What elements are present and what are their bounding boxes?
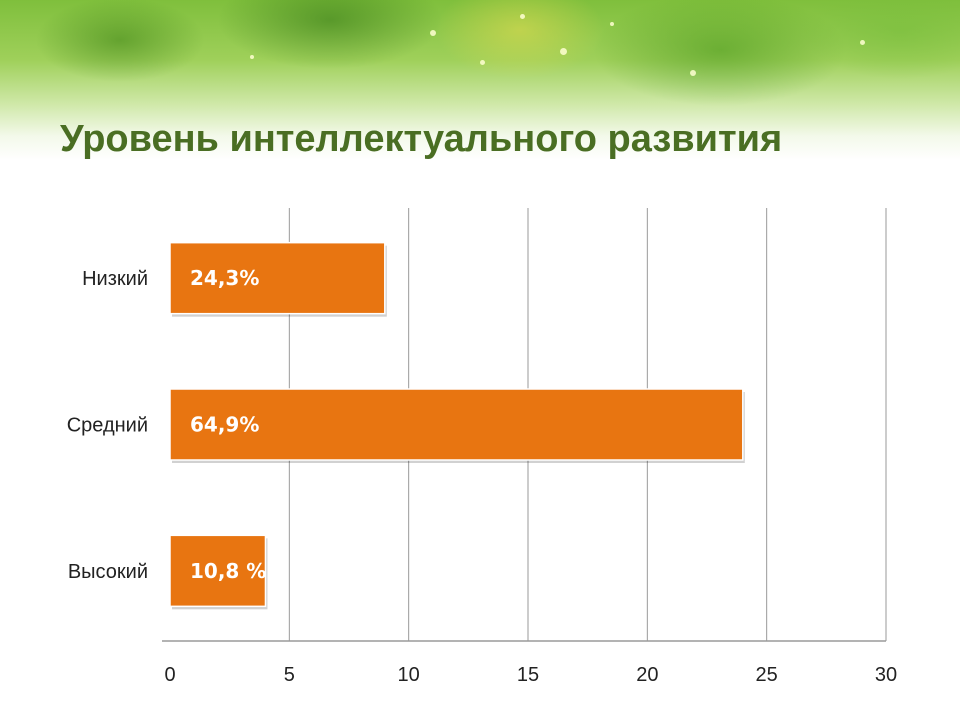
x-tick-label: 25: [756, 664, 778, 686]
x-axis-ticks: 0 5 10 15 20 25 30: [164, 664, 897, 686]
bar-data-label: 10,8 %: [190, 559, 266, 583]
bar-data-label: 64,9%: [190, 413, 259, 437]
chart-bars: 24,3% 64,9% 10,8 %: [169, 241, 745, 610]
bar: [169, 534, 267, 608]
x-tick-label: 0: [164, 664, 175, 686]
category-label: Средний: [67, 415, 148, 437]
x-tick-label: 15: [517, 664, 539, 686]
bar: [169, 241, 386, 315]
y-axis-categories: Низкий Средний Высокий: [67, 268, 148, 583]
page-title: Уровень интеллектуального развития: [60, 118, 783, 160]
x-tick-label: 5: [284, 664, 295, 686]
category-label: Высокий: [68, 561, 148, 583]
bar-data-label: 24,3%: [190, 266, 259, 290]
category-label: Низкий: [82, 268, 148, 290]
bar: [169, 388, 744, 461]
header-banner: [0, 0, 960, 200]
x-tick-label: 30: [875, 664, 897, 686]
x-tick-label: 10: [398, 664, 420, 686]
x-tick-label: 20: [636, 664, 658, 686]
